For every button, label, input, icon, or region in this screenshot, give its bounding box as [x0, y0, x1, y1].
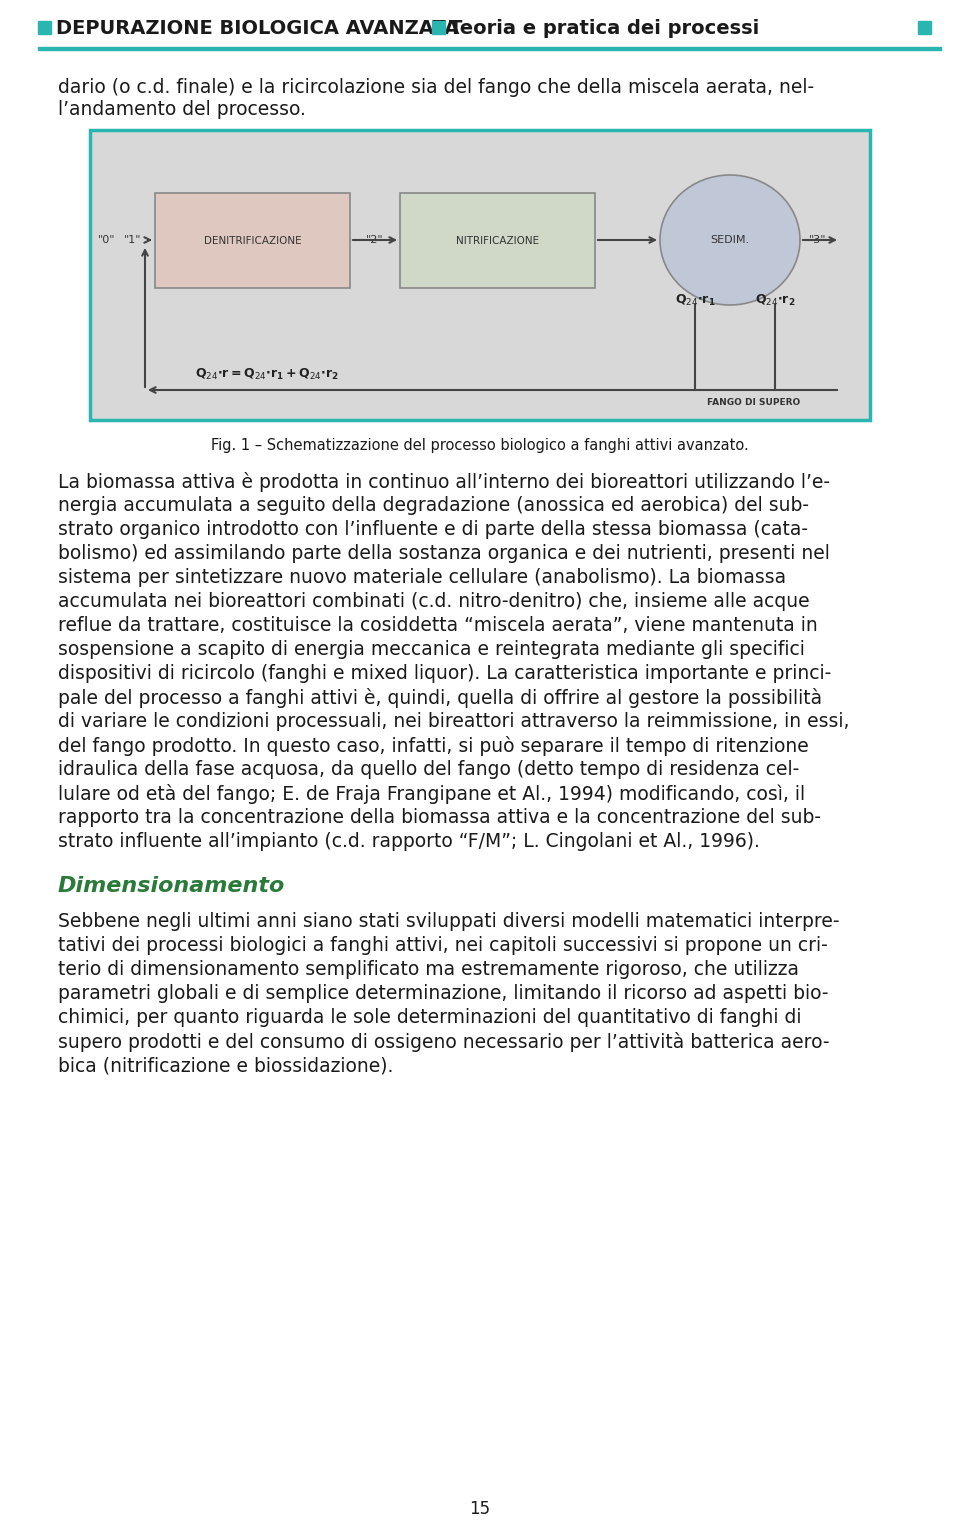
Text: Fig. 1 – Schematizzazione del processo biologico a fanghi attivi avanzato.: Fig. 1 – Schematizzazione del processo b… [211, 438, 749, 454]
Text: "0": "0" [98, 234, 116, 245]
Ellipse shape [660, 175, 800, 304]
Text: chimici, per quanto riguarda le sole determinazioni del quantitativo di fanghi d: chimici, per quanto riguarda le sole det… [58, 1008, 802, 1027]
Text: strato organico introdotto con l’influente e di parte della stessa biomassa (cat: strato organico introdotto con l’influen… [58, 521, 808, 539]
Text: "1": "1" [124, 234, 142, 245]
Text: dario (o c.d. finale) e la ricircolazione sia del fango che della miscela aerata: dario (o c.d. finale) e la ricircolazion… [58, 78, 814, 97]
Text: del fango prodotto. In questo caso, infatti, si può separare il tempo di ritenzi: del fango prodotto. In questo caso, infa… [58, 737, 808, 756]
Text: rapporto tra la concentrazione della biomassa attiva e la concentrazione del sub: rapporto tra la concentrazione della bio… [58, 808, 821, 826]
Text: idraulica della fase acquosa, da quello del fango (detto tempo di residenza cel-: idraulica della fase acquosa, da quello … [58, 759, 800, 779]
Text: "2": "2" [366, 234, 384, 245]
Text: bolismo) ed assimilando parte della sostanza organica e dei nutrienti, presenti : bolismo) ed assimilando parte della sost… [58, 543, 829, 563]
Bar [918, 21, 931, 33]
Text: $\mathbf{Q}_{24}\mathbf{\cdot r = Q}_{24}\mathbf{\cdot r_1 + Q}_{24}\mathbf{\cdo: $\mathbf{Q}_{24}\mathbf{\cdot r = Q}_{24… [195, 367, 339, 382]
Bar [155, 193, 350, 288]
Text: 15: 15 [469, 1501, 491, 1517]
Text: Dimensionamento: Dimensionamento [58, 877, 285, 896]
Text: Sebbene negli ultimi anni siano stati sviluppati diversi modelli matematici inte: Sebbene negli ultimi anni siano stati sv… [58, 912, 839, 931]
Text: pale del processo a fanghi attivi è, quindi, quella di offrire al gestore la pos: pale del processo a fanghi attivi è, qui… [58, 688, 822, 708]
Text: terio di dimensionamento semplificato ma estremamente rigoroso, che utilizza: terio di dimensionamento semplificato ma… [58, 960, 799, 979]
Text: $\mathbf{Q}_{24}\mathbf{\cdot r_2}$: $\mathbf{Q}_{24}\mathbf{\cdot r_2}$ [755, 294, 795, 307]
Text: nergia accumulata a seguito della degradazione (anossica ed aerobica) del sub-: nergia accumulata a seguito della degrad… [58, 496, 809, 514]
Text: accumulata nei bioreattori combinati (c.d. nitro-denitro) che, insieme alle acqu: accumulata nei bioreattori combinati (c.… [58, 592, 809, 610]
Text: NITRIFICAZIONE: NITRIFICAZIONE [456, 236, 540, 245]
Text: reflue da trattare, costituisce la cosiddetta “miscela aerata”, viene mantenuta : reflue da trattare, costituisce la cosid… [58, 616, 818, 635]
Text: supero prodotti e del consumo di ossigeno necessario per l’attività batterica ae: supero prodotti e del consumo di ossigen… [58, 1032, 829, 1052]
Text: sistema per sintetizzare nuovo materiale cellulare (anabolismo). La biomassa: sistema per sintetizzare nuovo materiale… [58, 568, 786, 587]
Text: parametri globali e di semplice determinazione, limitando il ricorso ad aspetti : parametri globali e di semplice determin… [58, 985, 828, 1003]
Text: di variare le condizioni processuali, nei bireattori attraverso la reimmissione,: di variare le condizioni processuali, ne… [58, 712, 850, 731]
Text: $\mathbf{Q}_{24}\mathbf{\cdot r_1}$: $\mathbf{Q}_{24}\mathbf{\cdot r_1}$ [675, 294, 715, 307]
Bar [432, 21, 445, 33]
Text: l’andamento del processo.: l’andamento del processo. [58, 100, 306, 119]
Text: strato influente all’impianto (c.d. rapporto “F/M”; L. Cingolani et Al., 1996).: strato influente all’impianto (c.d. rapp… [58, 833, 760, 851]
Text: DENITRIFICAZIONE: DENITRIFICAZIONE [204, 236, 301, 245]
Bar [38, 21, 51, 33]
Text: FANGO DI SUPERO: FANGO DI SUPERO [707, 397, 800, 406]
Text: bica (nitrificazione e biossidazione).: bica (nitrificazione e biossidazione). [58, 1056, 394, 1075]
Text: SEDIM.: SEDIM. [710, 234, 750, 245]
Bar [38, 47, 941, 50]
Text: "3": "3" [809, 234, 827, 245]
Text: lulare od età del fango; E. de Fraja Frangipane et Al., 1994) modificando, così,: lulare od età del fango; E. de Fraja Fra… [58, 784, 805, 804]
Text: dispositivi di ricircolo (fanghi e mixed liquor). La caratteristica importante e: dispositivi di ricircolo (fanghi e mixed… [58, 664, 831, 683]
Bar [90, 129, 870, 420]
Bar [400, 193, 595, 288]
Text: sospensione a scapito di energia meccanica e reintegrata mediante gli specifici: sospensione a scapito di energia meccani… [58, 639, 804, 659]
Text: tativi dei processi biologici a fanghi attivi, nei capitoli successivi si propon: tativi dei processi biologici a fanghi a… [58, 936, 828, 954]
Text: DEPURAZIONE BIOLOGICA AVANZATA: DEPURAZIONE BIOLOGICA AVANZATA [56, 18, 460, 38]
Text: La biomassa attiva è prodotta in continuo all’interno dei bioreattori utilizzand: La biomassa attiva è prodotta in continu… [58, 472, 830, 492]
Text: Teoria e pratica dei processi: Teoria e pratica dei processi [449, 18, 759, 38]
